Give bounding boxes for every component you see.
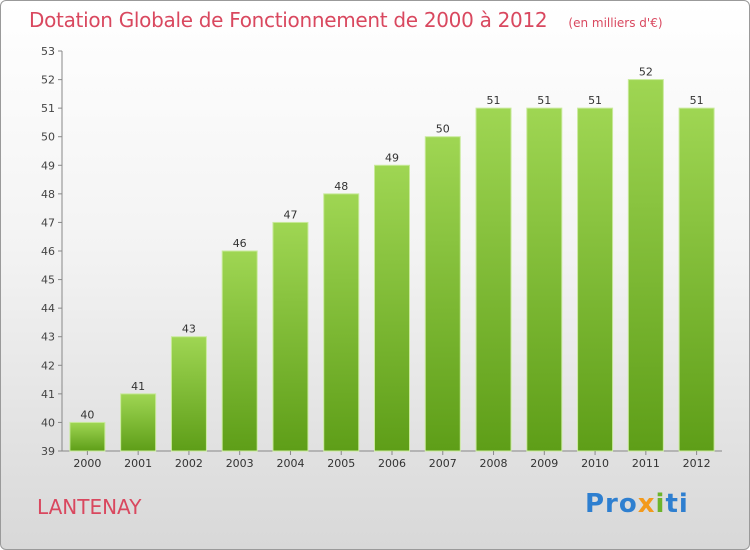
town-name: LANTENAY — [37, 495, 142, 519]
data-label: 41 — [131, 380, 145, 393]
x-tick-label: 2006 — [378, 457, 406, 470]
data-label: 47 — [283, 208, 297, 221]
y-tick-label: 47 — [41, 216, 55, 229]
data-label: 52 — [639, 66, 653, 79]
bar — [678, 107, 715, 452]
x-tick-label: 2001 — [124, 457, 152, 470]
bar — [475, 107, 512, 452]
data-label: 51 — [537, 94, 551, 107]
bar — [577, 107, 614, 452]
y-tick-label: 43 — [41, 331, 55, 344]
bar — [424, 136, 461, 452]
x-tick-label: 2010 — [581, 457, 609, 470]
bar — [374, 164, 410, 452]
y-tick-label: 49 — [41, 159, 55, 172]
title-row: Dotation Globale de Fonctionnement de 20… — [29, 8, 663, 32]
chart-title: Dotation Globale de Fonctionnement de 20… — [29, 8, 548, 32]
bar — [627, 79, 664, 452]
x-tick-label: 2008 — [480, 457, 508, 470]
x-tick-label: 2002 — [175, 457, 203, 470]
y-tick-label: 42 — [41, 359, 55, 372]
y-tick-label: 51 — [41, 102, 55, 115]
bar — [221, 250, 258, 452]
y-tick-label: 52 — [41, 74, 55, 87]
y-tick-label: 44 — [41, 302, 55, 315]
data-label: 51 — [690, 94, 704, 107]
x-tick-label: 2011 — [632, 457, 660, 470]
data-label: 49 — [385, 151, 399, 164]
data-label: 48 — [334, 180, 348, 193]
bar — [170, 336, 207, 452]
bar — [526, 107, 563, 452]
x-tick-label: 2005 — [327, 457, 355, 470]
data-label: 46 — [233, 237, 247, 250]
y-tick-label: 45 — [41, 274, 55, 287]
y-tick-label: 53 — [41, 45, 55, 58]
y-tick-label: 48 — [41, 188, 55, 201]
data-label: 40 — [80, 408, 94, 421]
data-label: 51 — [588, 94, 602, 107]
y-tick-label: 50 — [41, 131, 55, 144]
x-tick-label: 2000 — [73, 457, 101, 470]
data-label: 50 — [436, 123, 450, 136]
x-tick-label: 2004 — [276, 457, 304, 470]
bar — [272, 221, 309, 452]
x-tick-label: 2009 — [530, 457, 558, 470]
x-tick-label: 2012 — [683, 457, 711, 470]
bar — [120, 393, 157, 452]
proxiti-logo: Proxiti — [585, 489, 689, 519]
y-tick-label: 39 — [41, 445, 55, 458]
data-label: 43 — [182, 323, 196, 336]
x-tick-label: 2003 — [226, 457, 254, 470]
bar — [323, 193, 360, 452]
y-tick-label: 40 — [41, 416, 55, 429]
chart-unit: (en milliers d'€) — [568, 16, 663, 30]
y-tick-label: 46 — [41, 245, 55, 258]
data-label: 51 — [487, 94, 501, 107]
x-tick-label: 2007 — [429, 457, 457, 470]
y-tick-label: 41 — [41, 388, 55, 401]
bar — [69, 421, 106, 452]
